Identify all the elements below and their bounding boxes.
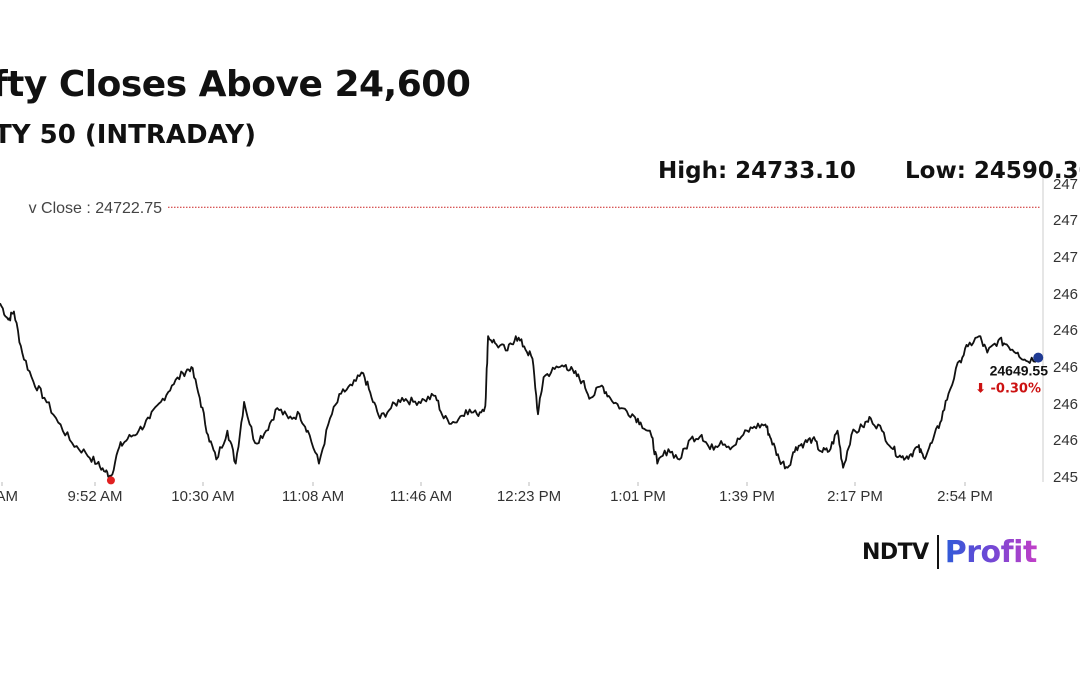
- low-value: Low: 24590.30: [905, 158, 1080, 184]
- x-tick-label: 2:54 PM: [937, 488, 993, 505]
- brand-product: Profit: [944, 534, 1038, 570]
- y-tick-label: 246: [1053, 359, 1078, 376]
- prev-close-label: v Close : 24722.75: [29, 200, 163, 217]
- brand-divider: [936, 535, 939, 569]
- y-tick-label: 246: [1053, 322, 1078, 339]
- x-tick-label: 1:39 PM: [719, 488, 775, 505]
- x-tick-label: AM: [0, 488, 18, 505]
- last-price-label: 24649.55: [990, 363, 1049, 379]
- high-value: High: 24733.10: [658, 158, 856, 184]
- y-tick-label: 246: [1053, 396, 1078, 413]
- y-tick-label: 246: [1053, 432, 1078, 449]
- brand-name: NDTV: [862, 539, 929, 565]
- x-tick-label: 1:01 PM: [610, 488, 666, 505]
- y-tick-label: 245: [1053, 469, 1078, 486]
- y-tick-label: 247: [1053, 212, 1078, 229]
- x-tick-label: 11:08 AM: [282, 488, 344, 505]
- x-tick-label: 9:52 AM: [67, 488, 122, 505]
- chart-subtitle: TY 50 (INTRADAY): [0, 120, 256, 150]
- x-tick-label: 12:23 PM: [497, 488, 561, 505]
- y-axis: 247 247 247 246 246 246 246 246 245: [1042, 176, 1078, 486]
- y-tick-label: 247: [1053, 176, 1078, 193]
- x-tick-label: 11:46 AM: [390, 488, 452, 505]
- x-tick-label: 10:30 AM: [171, 488, 234, 505]
- y-tick-label: 246: [1053, 286, 1078, 303]
- y-tick-label: 247: [1053, 249, 1078, 266]
- x-axis: AM 9:52 AM 10:30 AM 11:08 AM 11:46 AM 12:23 P…: [0, 482, 993, 505]
- last-change-label: ⬇ -0.30%: [975, 382, 1041, 397]
- price-series-line: [0, 302, 1039, 478]
- last-price-marker: [1033, 352, 1044, 363]
- x-tick-label: 2:17 PM: [827, 488, 883, 505]
- chart-title: fty Closes Above 24,600: [0, 64, 471, 105]
- ndtv-profit-logo: NDTV Profit: [862, 534, 1037, 570]
- low-marker: [106, 476, 115, 485]
